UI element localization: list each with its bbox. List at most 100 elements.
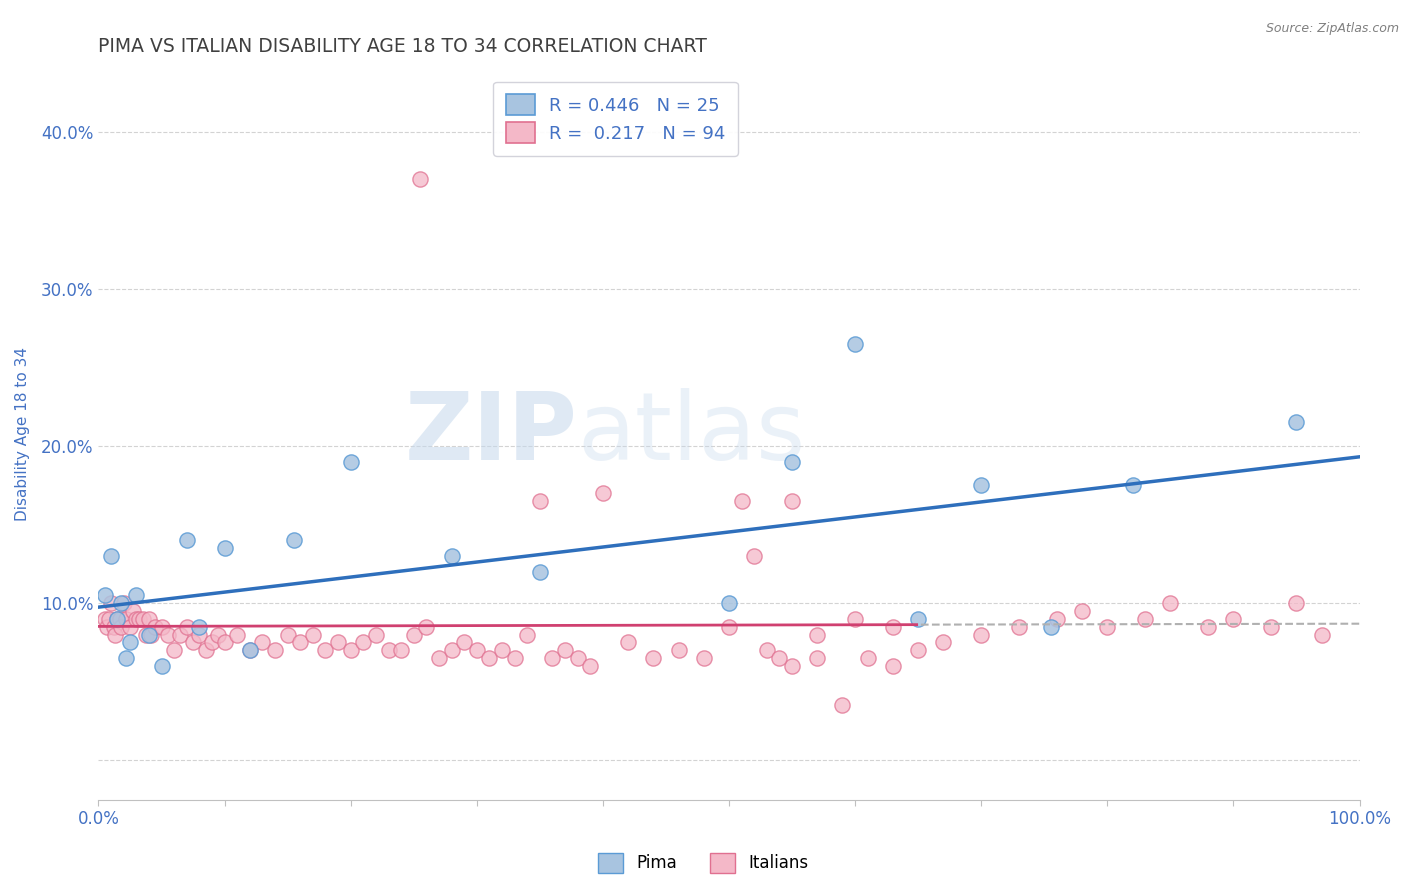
Point (115, 651, 138, 665)
Point (389, 643, 412, 657)
Point (364, 627, 387, 641)
Text: atlas: atlas (578, 388, 806, 480)
Point (125, 612, 148, 626)
Point (118, 635, 141, 649)
Point (314, 643, 336, 657)
Point (110, 620, 132, 634)
Point (856, 651, 879, 665)
Point (141, 627, 163, 641)
Point (1097, 620, 1119, 634)
Point (239, 643, 262, 657)
Point (1310, 627, 1333, 641)
Point (1222, 612, 1244, 626)
Point (617, 635, 640, 649)
Point (290, 635, 312, 649)
Point (503, 651, 526, 665)
Point (277, 627, 299, 641)
Point (138, 612, 160, 626)
Point (352, 635, 374, 649)
Point (567, 651, 589, 665)
Point (780, 659, 803, 673)
Point (453, 635, 475, 649)
Point (831, 698, 853, 713)
Point (755, 643, 778, 657)
Text: ZIP: ZIP (405, 388, 578, 480)
Point (176, 620, 198, 634)
Point (717, 596, 740, 610)
Point (907, 643, 929, 657)
Point (105, 612, 128, 626)
Point (806, 651, 828, 665)
Point (94, 588, 117, 602)
Point (529, 565, 551, 579)
Point (579, 659, 602, 673)
Point (96, 620, 118, 634)
Point (163, 643, 186, 657)
Point (643, 651, 665, 665)
Point (239, 643, 262, 657)
Point (214, 541, 236, 556)
Point (554, 643, 576, 657)
Point (668, 643, 690, 657)
Point (1159, 596, 1181, 610)
Point (768, 651, 790, 665)
Point (339, 455, 361, 469)
Point (907, 612, 929, 626)
Point (156, 627, 179, 641)
Point (592, 486, 614, 500)
Point (201, 635, 224, 649)
Point (730, 494, 752, 508)
Text: PIMA VS ITALIAN DISABILITY AGE 18 TO 34 CORRELATION CHART: PIMA VS ITALIAN DISABILITY AGE 18 TO 34 … (98, 37, 707, 56)
Point (1285, 416, 1308, 430)
Point (970, 478, 993, 492)
Point (169, 627, 191, 641)
Point (478, 651, 501, 665)
Point (194, 643, 217, 657)
Point (100, 549, 122, 563)
Point (105, 612, 128, 626)
Point (150, 620, 173, 634)
Point (326, 635, 349, 649)
Point (143, 620, 166, 634)
Point (283, 533, 305, 548)
Point (264, 643, 287, 657)
Point (181, 635, 204, 649)
Point (693, 651, 716, 665)
Point (1285, 596, 1308, 610)
Point (252, 635, 274, 649)
Point (780, 455, 803, 469)
Point (806, 627, 828, 641)
Point (1260, 620, 1282, 634)
Point (491, 643, 513, 657)
Point (377, 643, 399, 657)
Point (1197, 620, 1219, 634)
Point (176, 533, 198, 548)
Point (226, 627, 249, 641)
Point (121, 604, 143, 618)
Point (188, 620, 211, 634)
Point (780, 494, 803, 508)
Point (188, 627, 211, 641)
Point (110, 596, 132, 610)
Point (1046, 612, 1069, 626)
Point (302, 627, 325, 641)
Point (135, 627, 157, 641)
Text: Source: ZipAtlas.com: Source: ZipAtlas.com (1265, 22, 1399, 36)
Point (100, 596, 122, 610)
Point (128, 612, 150, 626)
Point (339, 643, 361, 657)
Point (112, 596, 135, 610)
Point (844, 337, 866, 351)
Y-axis label: Disability Age 18 to 34: Disability Age 18 to 34 (15, 347, 30, 521)
Point (415, 620, 437, 634)
Point (402, 627, 425, 641)
Point (440, 643, 463, 657)
Point (125, 588, 148, 602)
Point (717, 620, 740, 634)
Point (541, 651, 564, 665)
Point (115, 612, 138, 626)
Point (882, 659, 904, 673)
Point (427, 651, 450, 665)
Legend: Pima, Italians: Pima, Italians (591, 847, 815, 880)
Point (97, 612, 120, 626)
